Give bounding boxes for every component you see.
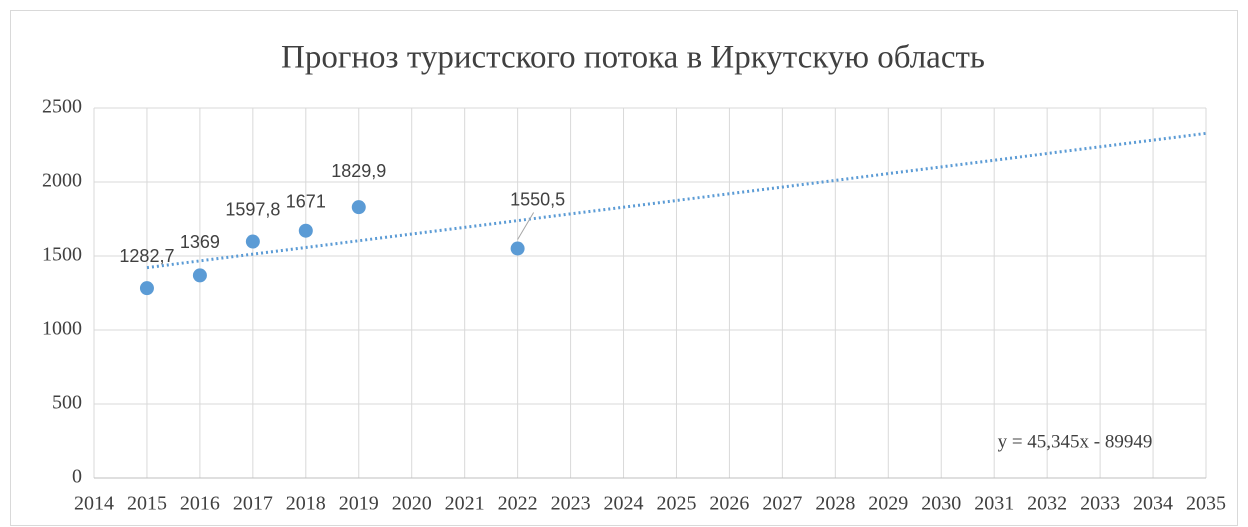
x-tick-label: 2032 <box>1027 493 1067 515</box>
data-label: 1282,7 <box>119 246 174 266</box>
x-tick-label: 2024 <box>604 493 644 515</box>
data-label: 1369 <box>180 232 220 252</box>
data-label: 1829,9 <box>331 161 386 181</box>
x-tick-label: 2035 <box>1186 493 1226 515</box>
x-tick-label: 2028 <box>815 493 855 515</box>
data-point <box>139 281 154 296</box>
data-point <box>298 223 313 238</box>
data-point <box>245 234 260 249</box>
y-tick-label: 500 <box>52 392 82 414</box>
y-tick-label: 2500 <box>42 96 82 118</box>
x-tick-label: 2014 <box>74 493 114 515</box>
x-tick-label: 2031 <box>974 493 1014 515</box>
x-tick-label: 2029 <box>868 493 908 515</box>
x-tick-label: 2018 <box>286 493 326 515</box>
x-tick-label: 2019 <box>339 493 379 515</box>
y-tick-label: 1500 <box>42 244 82 266</box>
x-tick-label: 2025 <box>656 493 696 515</box>
x-tick-label: 2026 <box>709 493 749 515</box>
data-label: 1597,8 <box>225 199 280 219</box>
data-point <box>351 200 366 215</box>
x-tick-label: 2017 <box>233 493 273 515</box>
y-tick-label: 2000 <box>42 170 82 192</box>
data-point <box>510 241 525 256</box>
data-label: 1550,5 <box>510 189 565 209</box>
chart-title: Прогноз туристского потока в Иркутскую о… <box>281 40 985 76</box>
x-tick-label: 2020 <box>392 493 432 515</box>
y-tick-label: 1000 <box>42 318 82 340</box>
y-tick-label: 0 <box>72 466 82 488</box>
x-tick-label: 2015 <box>127 493 167 515</box>
data-point <box>192 268 207 283</box>
leader-line <box>517 212 535 240</box>
x-tick-label: 2022 <box>498 493 538 515</box>
data-label: 1671 <box>286 191 326 211</box>
x-tick-label: 2027 <box>762 493 802 515</box>
trendline-equation: y = 45,345x - 89949 <box>998 431 1153 452</box>
x-tick-label: 2021 <box>445 493 485 515</box>
x-tick-label: 2034 <box>1133 493 1173 515</box>
x-tick-label: 2030 <box>921 493 961 515</box>
x-tick-label: 2033 <box>1080 493 1120 515</box>
x-tick-label: 2016 <box>180 493 220 515</box>
x-tick-label: 2023 <box>551 493 591 515</box>
